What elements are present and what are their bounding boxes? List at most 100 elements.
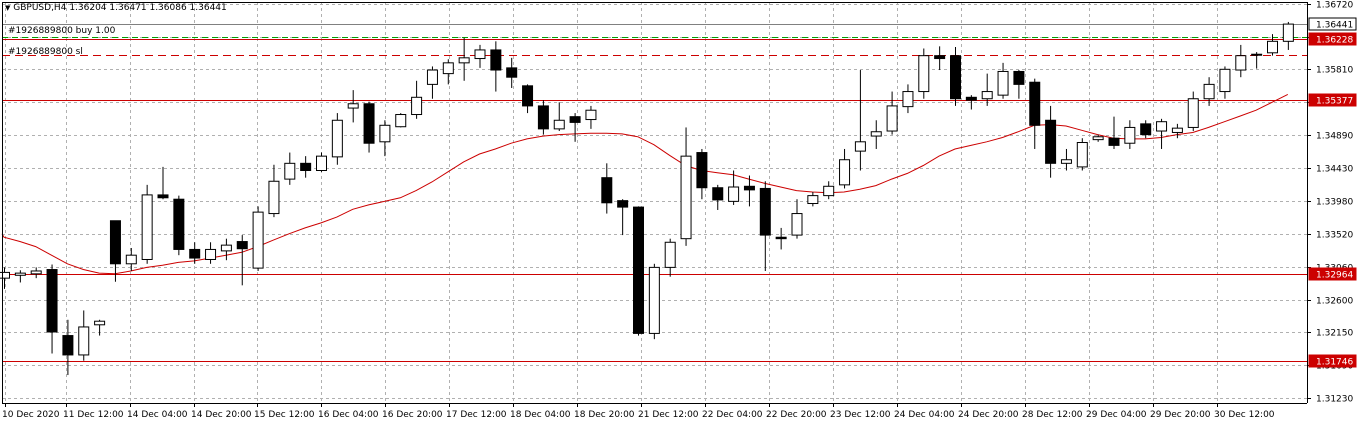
candle[interactable]: [965, 95, 977, 110]
candle-body: [553, 119, 565, 130]
candle[interactable]: [1013, 70, 1025, 99]
candle[interactable]: [379, 120, 391, 157]
candles[interactable]: [0, 21, 1294, 376]
candle[interactable]: [1045, 105, 1057, 178]
candle[interactable]: [14, 270, 26, 283]
candle[interactable]: [331, 113, 343, 165]
candle[interactable]: [1282, 21, 1294, 50]
candle[interactable]: [1092, 134, 1104, 142]
candle-body: [854, 141, 866, 152]
candle[interactable]: [585, 105, 597, 129]
candle[interactable]: [268, 164, 280, 218]
candle[interactable]: [363, 101, 375, 153]
candle[interactable]: [617, 199, 629, 236]
candle[interactable]: [109, 220, 121, 282]
candle[interactable]: [94, 319, 106, 336]
candle[interactable]: [1060, 148, 1072, 171]
candle[interactable]: [950, 47, 961, 106]
candle[interactable]: [347, 90, 359, 123]
candle[interactable]: [934, 46, 946, 71]
candle[interactable]: [442, 59, 454, 85]
candle[interactable]: [78, 310, 90, 361]
candle[interactable]: [743, 175, 755, 207]
candle[interactable]: [664, 238, 676, 277]
candle[interactable]: [125, 248, 137, 271]
candle[interactable]: [807, 192, 819, 207]
candle[interactable]: [0, 267, 10, 289]
candle[interactable]: [886, 91, 898, 135]
candle[interactable]: [236, 235, 248, 286]
candle[interactable]: [553, 102, 565, 132]
candle[interactable]: [189, 242, 201, 264]
candle[interactable]: [284, 152, 296, 185]
candle[interactable]: [1187, 91, 1199, 132]
candle[interactable]: [474, 44, 486, 68]
candle[interactable]: [601, 163, 613, 214]
candle[interactable]: [791, 199, 803, 239]
candle[interactable]: [1108, 116, 1120, 149]
candle[interactable]: [823, 181, 835, 200]
candle-body: [775, 236, 787, 240]
candle[interactable]: [1203, 77, 1215, 106]
candle[interactable]: [981, 73, 993, 106]
candle[interactable]: [1156, 118, 1168, 149]
candle[interactable]: [997, 62, 1009, 99]
candle[interactable]: [316, 152, 327, 172]
candle[interactable]: [30, 267, 42, 279]
candle-body: [633, 206, 644, 334]
candle[interactable]: [1267, 34, 1278, 56]
candle[interactable]: [1140, 120, 1152, 139]
candle[interactable]: [62, 319, 74, 376]
candle-body: [1219, 68, 1231, 93]
candle[interactable]: [490, 41, 502, 92]
candle-body: [189, 248, 201, 259]
candle[interactable]: [252, 206, 264, 271]
candle[interactable]: [220, 238, 232, 261]
ohlc-readout: 1.36204 1.36471 1.36086 1.36441: [69, 3, 227, 13]
candle[interactable]: [46, 264, 58, 354]
candle[interactable]: [680, 127, 692, 246]
candle[interactable]: [902, 84, 914, 114]
candle[interactable]: [1251, 52, 1263, 69]
candle[interactable]: [1235, 44, 1247, 78]
symbol-header[interactable]: ▼ GBPUSD,H4 1.36204 1.36471 1.36086 1.36…: [5, 3, 227, 14]
candle[interactable]: [775, 227, 787, 250]
candle[interactable]: [458, 37, 470, 81]
candle[interactable]: [411, 80, 423, 119]
candle[interactable]: [1029, 78, 1041, 149]
y-tick-label: 1.31230: [1316, 395, 1353, 405]
level-price-tag-lower-1-bg: [1308, 267, 1357, 281]
candle[interactable]: [141, 184, 153, 264]
candle[interactable]: [870, 120, 882, 149]
candle[interactable]: [1076, 138, 1088, 171]
candle[interactable]: [728, 170, 740, 205]
candle[interactable]: [569, 113, 581, 142]
candle[interactable]: [506, 57, 518, 88]
order-sl-label[interactable]: #1926889800 sl: [8, 47, 83, 57]
candle[interactable]: [426, 66, 438, 99]
candle[interactable]: [537, 100, 549, 135]
candle[interactable]: [1124, 120, 1136, 149]
order-buy-label[interactable]: #1926889800 buy 1.00: [8, 26, 116, 36]
candle[interactable]: [918, 48, 930, 99]
candle[interactable]: [839, 148, 851, 189]
candle[interactable]: [1171, 123, 1183, 139]
candle[interactable]: [1219, 66, 1231, 99]
candle-body: [759, 187, 771, 236]
candle[interactable]: [712, 184, 724, 210]
candle[interactable]: [173, 195, 185, 256]
candle[interactable]: [157, 166, 169, 200]
triangle-down-icon[interactable]: ▼: [5, 4, 11, 12]
candle[interactable]: [633, 206, 644, 336]
candle[interactable]: [759, 181, 771, 271]
candle-body: [791, 213, 803, 236]
candle[interactable]: [522, 84, 534, 114]
candle[interactable]: [395, 113, 407, 128]
candle[interactable]: [300, 156, 312, 178]
candle[interactable]: [205, 242, 217, 264]
candle[interactable]: [854, 70, 866, 171]
candle[interactable]: [696, 148, 708, 200]
candle[interactable]: [648, 263, 660, 340]
